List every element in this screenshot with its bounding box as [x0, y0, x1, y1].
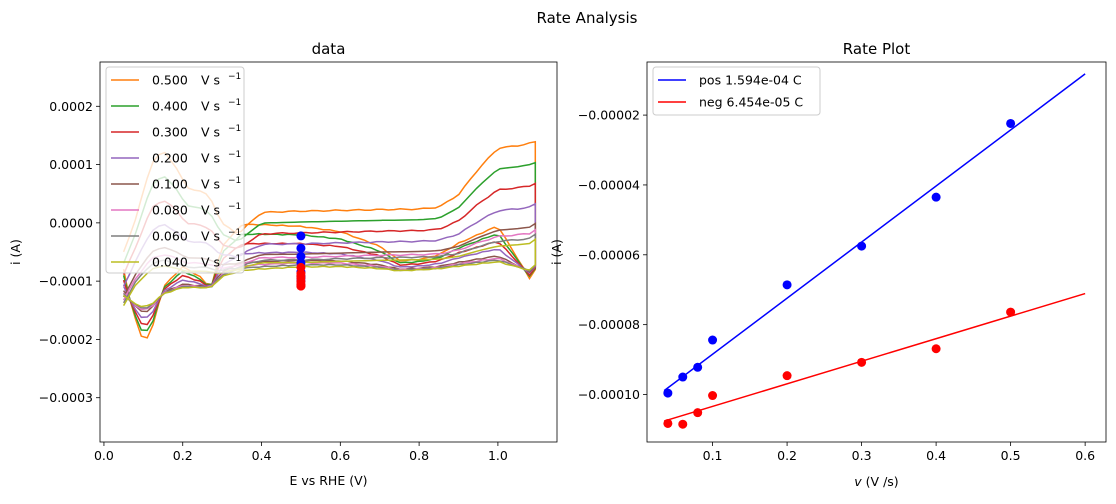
x-tick-label: 0.6	[330, 448, 350, 463]
data-point-pos	[708, 335, 718, 345]
x-tick-label: 0.4	[926, 448, 946, 463]
plot-area	[663, 73, 1086, 429]
x-tick-label: 0.5	[1001, 448, 1021, 463]
legend-label: 0.500	[152, 73, 188, 88]
y-tick-label: 0.0001	[49, 157, 93, 172]
legend-unit-exponent: −1	[228, 124, 241, 134]
y-tick-label: −0.0002	[39, 332, 93, 347]
data-point-neg	[708, 391, 718, 401]
y-tick-label: −0.00010	[578, 387, 640, 402]
legend-unit: V s	[201, 73, 220, 88]
axes-frame	[646, 61, 1107, 443]
legend-label: 0.040	[152, 255, 188, 270]
data-point-pos	[931, 192, 941, 202]
data-point-pos	[693, 362, 703, 372]
x-tick-label: 1.0	[488, 448, 508, 463]
plot-area	[122, 140, 537, 339]
legend-label: pos 1.594e-04 C	[699, 73, 802, 88]
legend-label: 0.200	[152, 151, 188, 166]
y-tick-label: −0.0001	[39, 274, 93, 289]
data-point-neg	[1006, 307, 1016, 317]
data-point-pos	[1006, 118, 1016, 128]
data-point-neg	[857, 357, 867, 367]
y-tick-label: −0.00004	[578, 177, 640, 192]
x-tick-label: 0.6	[1075, 448, 1095, 463]
x-tick-label: 0.3	[852, 448, 872, 463]
y-tick-label: −0.00002	[578, 108, 640, 123]
y-tick-label: −0.00008	[578, 317, 640, 332]
data-point-pos	[678, 372, 688, 382]
legend-unit-exponent: −1	[228, 72, 241, 82]
x-tick-label: 0.4	[252, 448, 272, 463]
legend-label: 0.100	[152, 177, 188, 192]
legend-unit: V s	[201, 229, 220, 244]
chart-title: data	[312, 40, 346, 58]
y-tick-label: −0.0003	[39, 390, 93, 405]
chart-2: Rate Plot 0.1 0.2 0.3 0.4 0.5 0.6 −0.00002 −0.00…	[549, 40, 1107, 489]
pos-marker	[296, 243, 306, 253]
y-tick-label: 0.0000	[49, 215, 93, 230]
data-point-pos	[857, 241, 867, 251]
legend-unit-exponent: −1	[228, 98, 241, 108]
legend-label: 0.060	[152, 229, 188, 244]
legend: pos 1.594e-04 C neg 6.454e-05 C	[652, 66, 821, 116]
x-axis-symbol: v	[854, 474, 862, 489]
series-line-0.040	[122, 237, 537, 308]
fit-line-pos	[663, 73, 1086, 392]
y-tick-label: −0.00006	[578, 247, 640, 262]
data-point-neg	[693, 408, 703, 418]
legend-unit: V s	[201, 255, 220, 270]
legend-frame	[652, 66, 821, 116]
legend-unit: V s	[201, 177, 220, 192]
legend-label: 0.400	[152, 99, 188, 114]
x-axis-label: v (V /s)	[854, 474, 898, 489]
pos-marker	[296, 231, 306, 241]
x-tick-label: 0.2	[173, 448, 193, 463]
data-point-neg	[782, 371, 792, 381]
y-axis-label: i (A)	[8, 239, 23, 265]
legend-unit: V s	[201, 125, 220, 140]
data-point-neg	[931, 344, 941, 354]
x-tick-label: 0.1	[703, 448, 723, 463]
x-tick-label: 0.0	[94, 448, 114, 463]
y-tick-label: 0.0002	[49, 99, 93, 114]
x-tick-label: 0.8	[409, 448, 429, 463]
y-axis-label: i (A)	[549, 239, 564, 265]
data-point-neg	[678, 419, 688, 429]
data-point-pos	[663, 388, 673, 398]
chart-1: data 0.0 0.2 0.4 0.6 0.8 1.0 0.0002 0.0001 0.0000…	[8, 40, 558, 488]
legend-label: neg 6.454e-05 C	[699, 95, 803, 110]
x-axis-unit: (V /s)	[862, 474, 899, 489]
legend-label: 0.300	[152, 125, 188, 140]
x-tick-label: 0.2	[777, 448, 797, 463]
legend-unit-exponent: −1	[228, 254, 241, 264]
legend-unit: V s	[201, 203, 220, 218]
legend: 0.500 V s −1 0.400 V s −1 0.300 V s −1 0.200 V s −1…	[105, 66, 245, 274]
legend-frame	[105, 66, 245, 274]
fit-line-neg	[663, 292, 1086, 422]
legend-unit: V s	[201, 99, 220, 114]
legend-unit-exponent: −1	[228, 176, 241, 186]
legend-unit: V s	[201, 151, 220, 166]
chart-title: Rate Plot	[843, 40, 911, 58]
data-point-pos	[782, 280, 792, 290]
x-axis-label: E vs RHE (V)	[289, 473, 367, 488]
legend-unit-exponent: −1	[228, 202, 241, 212]
neg-marker	[296, 281, 306, 291]
pos-marker	[296, 251, 306, 261]
legend-unit-exponent: −1	[228, 228, 241, 238]
legend-unit-exponent: −1	[228, 150, 241, 160]
axes-frame	[99, 61, 558, 443]
legend-label: 0.080	[152, 203, 188, 218]
figure-title: Rate Analysis	[537, 9, 638, 27]
data-point-neg	[663, 418, 673, 428]
